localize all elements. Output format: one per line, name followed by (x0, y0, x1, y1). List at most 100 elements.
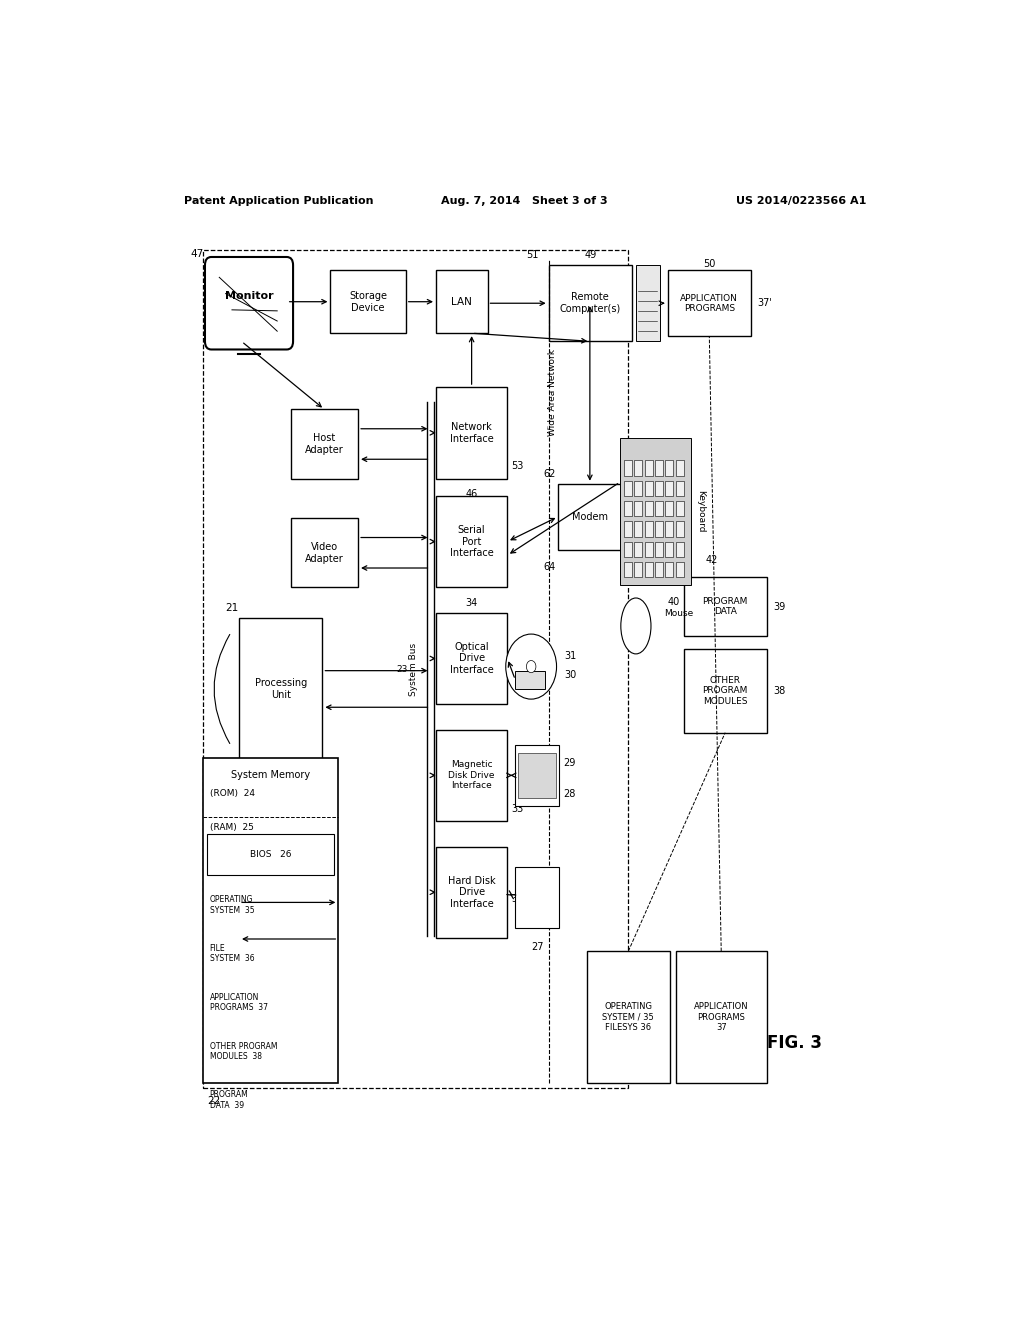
Bar (645, 500, 652, 516)
Text: Wide Area Network: Wide Area Network (548, 348, 557, 436)
Text: Modem: Modem (571, 512, 608, 521)
Bar (515, 867, 559, 928)
Bar (666, 461, 673, 475)
Text: BIOS   26: BIOS 26 (250, 850, 292, 859)
Text: Storage
Device: Storage Device (349, 290, 387, 313)
Text: 38: 38 (773, 686, 785, 696)
Text: OTHER
PROGRAM
MODULES: OTHER PROGRAM MODULES (702, 676, 748, 706)
Bar (558, 483, 622, 549)
Bar (331, 271, 406, 333)
Text: OPERATING
SYSTEM  35: OPERATING SYSTEM 35 (210, 895, 254, 915)
Bar (645, 480, 652, 496)
Bar (240, 618, 323, 760)
Bar (676, 541, 684, 557)
Text: 49: 49 (585, 249, 597, 260)
Bar (666, 562, 673, 577)
Bar (436, 271, 487, 333)
Bar (676, 562, 684, 577)
Bar (676, 500, 684, 516)
Bar (634, 541, 642, 557)
Bar (645, 521, 652, 536)
Bar (436, 612, 507, 704)
Bar (549, 265, 632, 342)
Bar (684, 577, 767, 636)
Text: 31: 31 (564, 652, 577, 661)
Text: Optical
Drive
Interface: Optical Drive Interface (450, 642, 494, 675)
Bar (645, 562, 652, 577)
Text: Host
Adapter: Host Adapter (305, 433, 344, 455)
Bar (655, 541, 663, 557)
Text: 37': 37' (758, 298, 772, 309)
Text: 42: 42 (706, 554, 718, 565)
Bar (684, 649, 767, 733)
Bar (676, 461, 684, 475)
Bar (624, 521, 632, 536)
Text: LAN: LAN (452, 297, 472, 306)
Bar (634, 521, 642, 536)
Bar (676, 480, 684, 496)
Bar (624, 541, 632, 557)
Text: (ROM)  24: (ROM) 24 (210, 788, 255, 797)
Bar (655, 500, 663, 516)
Text: Keyboard: Keyboard (696, 490, 706, 533)
Bar (436, 496, 507, 587)
Text: Aug. 7, 2014   Sheet 3 of 3: Aug. 7, 2014 Sheet 3 of 3 (441, 197, 608, 206)
Text: (RAM)  25: (RAM) 25 (210, 824, 254, 832)
Bar (624, 500, 632, 516)
Text: 33: 33 (511, 804, 523, 814)
Bar (291, 409, 358, 479)
Bar (624, 480, 632, 496)
Text: 28: 28 (563, 788, 575, 799)
Bar (666, 521, 673, 536)
Text: System Bus: System Bus (410, 643, 418, 696)
Bar (636, 265, 659, 342)
Text: Processing
Unit: Processing Unit (255, 678, 307, 700)
Text: Magnetic
Disk Drive
Interface: Magnetic Disk Drive Interface (449, 760, 495, 791)
Text: APPLICATION
PROGRAMS
37: APPLICATION PROGRAMS 37 (694, 1002, 749, 1032)
Bar (634, 461, 642, 475)
Bar (436, 730, 507, 821)
Bar (587, 952, 670, 1084)
Bar (624, 461, 632, 475)
Text: 64: 64 (544, 562, 556, 572)
Bar (655, 562, 663, 577)
Bar (624, 562, 632, 577)
Bar (207, 834, 334, 875)
Text: 51: 51 (526, 249, 539, 260)
Bar (668, 271, 751, 337)
Bar (655, 461, 663, 475)
Text: 20: 20 (207, 257, 220, 268)
Text: US 2014/0223566 A1: US 2014/0223566 A1 (735, 197, 866, 206)
Text: PROGRAM
DATA: PROGRAM DATA (702, 597, 748, 616)
Text: 46: 46 (466, 488, 478, 499)
Circle shape (506, 634, 557, 700)
Text: Monitor: Monitor (224, 290, 273, 301)
Bar (634, 480, 642, 496)
Circle shape (526, 660, 536, 673)
Text: Remote
Computer(s): Remote Computer(s) (560, 293, 621, 314)
Bar (291, 519, 358, 587)
Text: 30: 30 (564, 669, 577, 680)
Bar (204, 249, 628, 1089)
Text: System Memory: System Memory (231, 771, 310, 780)
Text: 47: 47 (190, 249, 204, 259)
Text: Patent Application Publication: Patent Application Publication (183, 197, 373, 206)
Bar (204, 758, 338, 1084)
Bar (620, 438, 691, 585)
Text: 23: 23 (396, 665, 408, 673)
Text: OTHER PROGRAM
MODULES  38: OTHER PROGRAM MODULES 38 (210, 1041, 278, 1061)
Bar (645, 461, 652, 475)
Bar (666, 500, 673, 516)
Bar (634, 500, 642, 516)
Bar (436, 387, 507, 479)
Text: 48: 48 (279, 257, 292, 268)
Bar (666, 480, 673, 496)
Text: 62: 62 (544, 469, 556, 479)
Bar (515, 671, 546, 689)
Bar (676, 952, 767, 1084)
Text: Network
Interface: Network Interface (450, 422, 494, 444)
Text: Video
Adapter: Video Adapter (305, 543, 344, 564)
Bar (436, 846, 507, 939)
Text: Mouse: Mouse (664, 610, 693, 618)
Text: PROGRAM
DATA  39: PROGRAM DATA 39 (210, 1090, 249, 1110)
